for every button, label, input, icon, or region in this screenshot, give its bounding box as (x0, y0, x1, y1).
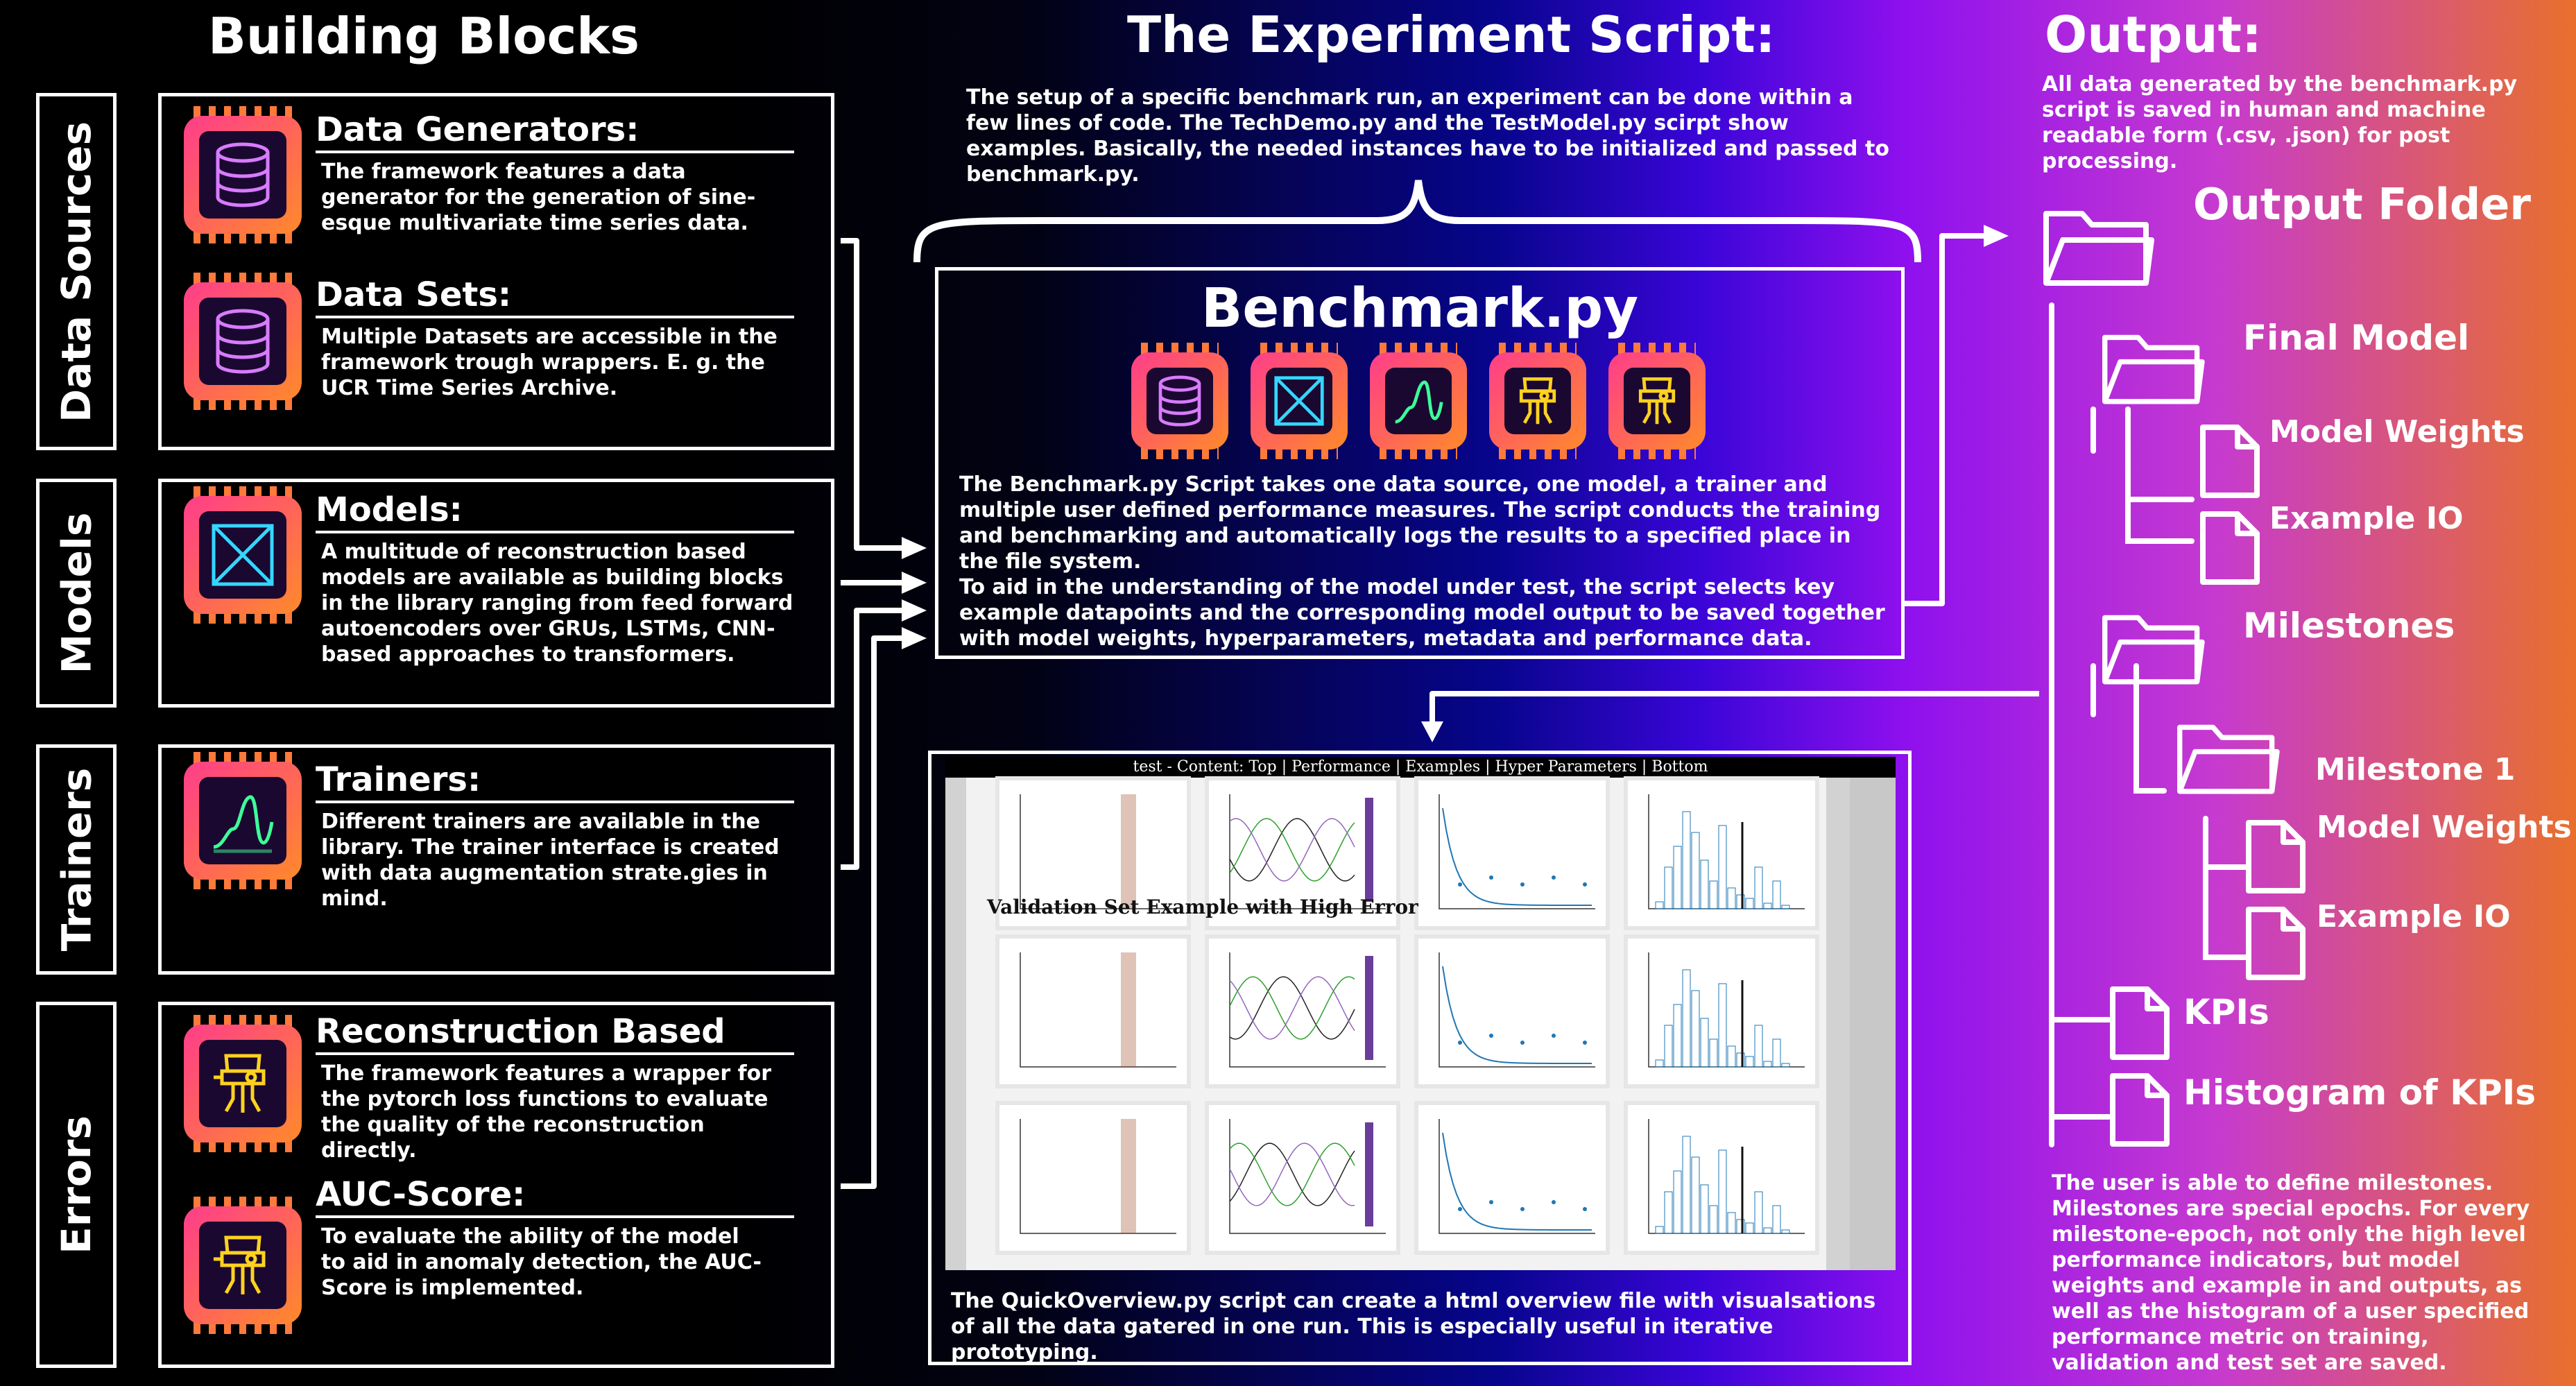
trainers-title: Trainers: (316, 760, 794, 803)
data-sources-box: Data Generators: The framework features … (158, 93, 834, 450)
plot-thumbnail (1628, 1105, 1815, 1251)
error-chip-icon (184, 1015, 302, 1152)
plot-thumbnail (1418, 939, 1606, 1084)
model-weights-2-label: Model Weights (2317, 810, 2572, 845)
trainers-text: Different trainers are available in the … (321, 810, 780, 911)
data-sets-text: Multiple Datasets are accessible in the … (321, 325, 778, 400)
milestones-label: Milestones (2243, 606, 2455, 646)
file-icon (2109, 985, 2171, 1061)
final-model-label: Final Model (2243, 318, 2470, 358)
example-io-2-label: Example IO (2317, 899, 2511, 934)
plot-thumbnail (1418, 1105, 1606, 1251)
database-chip-icon (1131, 343, 1228, 459)
kpis-label: KPIs (2183, 992, 2269, 1032)
auc-text: To evaluate the ability of the model to … (321, 1224, 762, 1300)
quickoverview-box: test - Content: Top | Performance | Exam… (928, 751, 1912, 1365)
benchmark-box: Benchmark.py The Benchmark.py Script tak… (935, 267, 1905, 659)
trainers-box: Trainers: Different trainers are availab… (158, 744, 834, 975)
error-chip-icon (1489, 343, 1586, 459)
model-weights-1-label: Model Weights (2269, 414, 2525, 450)
data-generators-text: The framework features a data generator … (321, 160, 756, 235)
folder-icon (2042, 200, 2154, 290)
output-heading: Output: (2045, 6, 2262, 64)
experiment-heading: The Experiment Script: (1127, 6, 1776, 64)
database-chip-icon (184, 273, 302, 410)
signal-chip-icon (184, 752, 302, 889)
errors-box: Reconstruction Based The framework featu… (158, 1002, 834, 1368)
output-folder-label: Output Folder (2193, 179, 2531, 230)
plot-thumbnail (1209, 1105, 1396, 1251)
data-sets-title: Data Sets: (316, 275, 794, 318)
errors-tab: Errors (36, 1002, 117, 1368)
plot-thumbnail (999, 939, 1187, 1084)
experiment-intro: The setup of a specific benchmark run, a… (966, 85, 1889, 187)
database-chip-icon (184, 106, 302, 243)
histogram-label: Histogram of KPIs (2183, 1072, 2536, 1113)
plot-thumbnail (1209, 939, 1396, 1084)
benchmark-title: Benchmark.py (1201, 277, 1639, 340)
signal-chip-icon (1370, 343, 1467, 459)
reconstruction-title: Reconstruction Based (316, 1012, 794, 1055)
trainers-tab: Trainers (36, 744, 117, 975)
building-blocks-heading: Building Blocks (208, 7, 640, 65)
plot-thumbnail (1418, 780, 1606, 926)
quickoverview-text: The QuickOverview.py script can create a… (951, 1289, 1876, 1364)
autoencoder-chip-icon (184, 486, 302, 624)
data-generators-title: Data Generators: (316, 110, 794, 153)
file-icon (2244, 905, 2307, 982)
output-intro: All data generated by the benchmark.py s… (2042, 72, 2518, 173)
benchmark-text-1: The Benchmark.py Script takes one data s… (959, 472, 1881, 574)
error-chip-icon (1608, 343, 1706, 459)
plot-thumbnail (1628, 780, 1815, 926)
autoencoder-chip-icon (1251, 343, 1348, 459)
models-text: A multitude of reconstruction based mode… (321, 540, 793, 667)
folder-icon (2175, 715, 2280, 798)
milestone-1-label: Milestone 1 (2315, 752, 2516, 787)
folder-icon (2100, 605, 2205, 688)
example-io-1-label: Example IO (2269, 501, 2464, 536)
plot-thumbnail (1628, 939, 1815, 1084)
file-icon (2109, 1072, 2171, 1148)
data-sources-tab: Data Sources (36, 93, 117, 450)
benchmark-text-2: To aid in the understanding of the model… (959, 575, 1885, 651)
models-box: Models: A multitude of reconstruction ba… (158, 479, 834, 708)
folder-icon (2100, 325, 2205, 408)
plot-thumbnail (1209, 780, 1396, 926)
file-icon (2199, 510, 2261, 586)
file-icon (2244, 819, 2307, 895)
auc-title: AUC-Score: (316, 1175, 794, 1218)
error-chip-icon (184, 1197, 302, 1334)
quickoverview-screenshot: test - Content: Top | Performance | Exam… (945, 757, 1896, 1270)
scrollbar[interactable] (1850, 778, 1896, 1270)
quickoverview-nav[interactable]: test - Content: Top | Performance | Exam… (945, 757, 1896, 778)
reconstruction-text: The framework features a wrapper for the… (321, 1061, 772, 1163)
models-title: Models: (316, 490, 794, 533)
models-tab: Models (36, 479, 117, 708)
output-footer: The user is able to define milestones. M… (2052, 1171, 2530, 1375)
plot-thumbnail (999, 780, 1187, 926)
file-icon (2199, 423, 2261, 499)
quickoverview-section-title: Validation Set Example with High Error (987, 896, 1418, 918)
plot-thumbnail (999, 1105, 1187, 1251)
